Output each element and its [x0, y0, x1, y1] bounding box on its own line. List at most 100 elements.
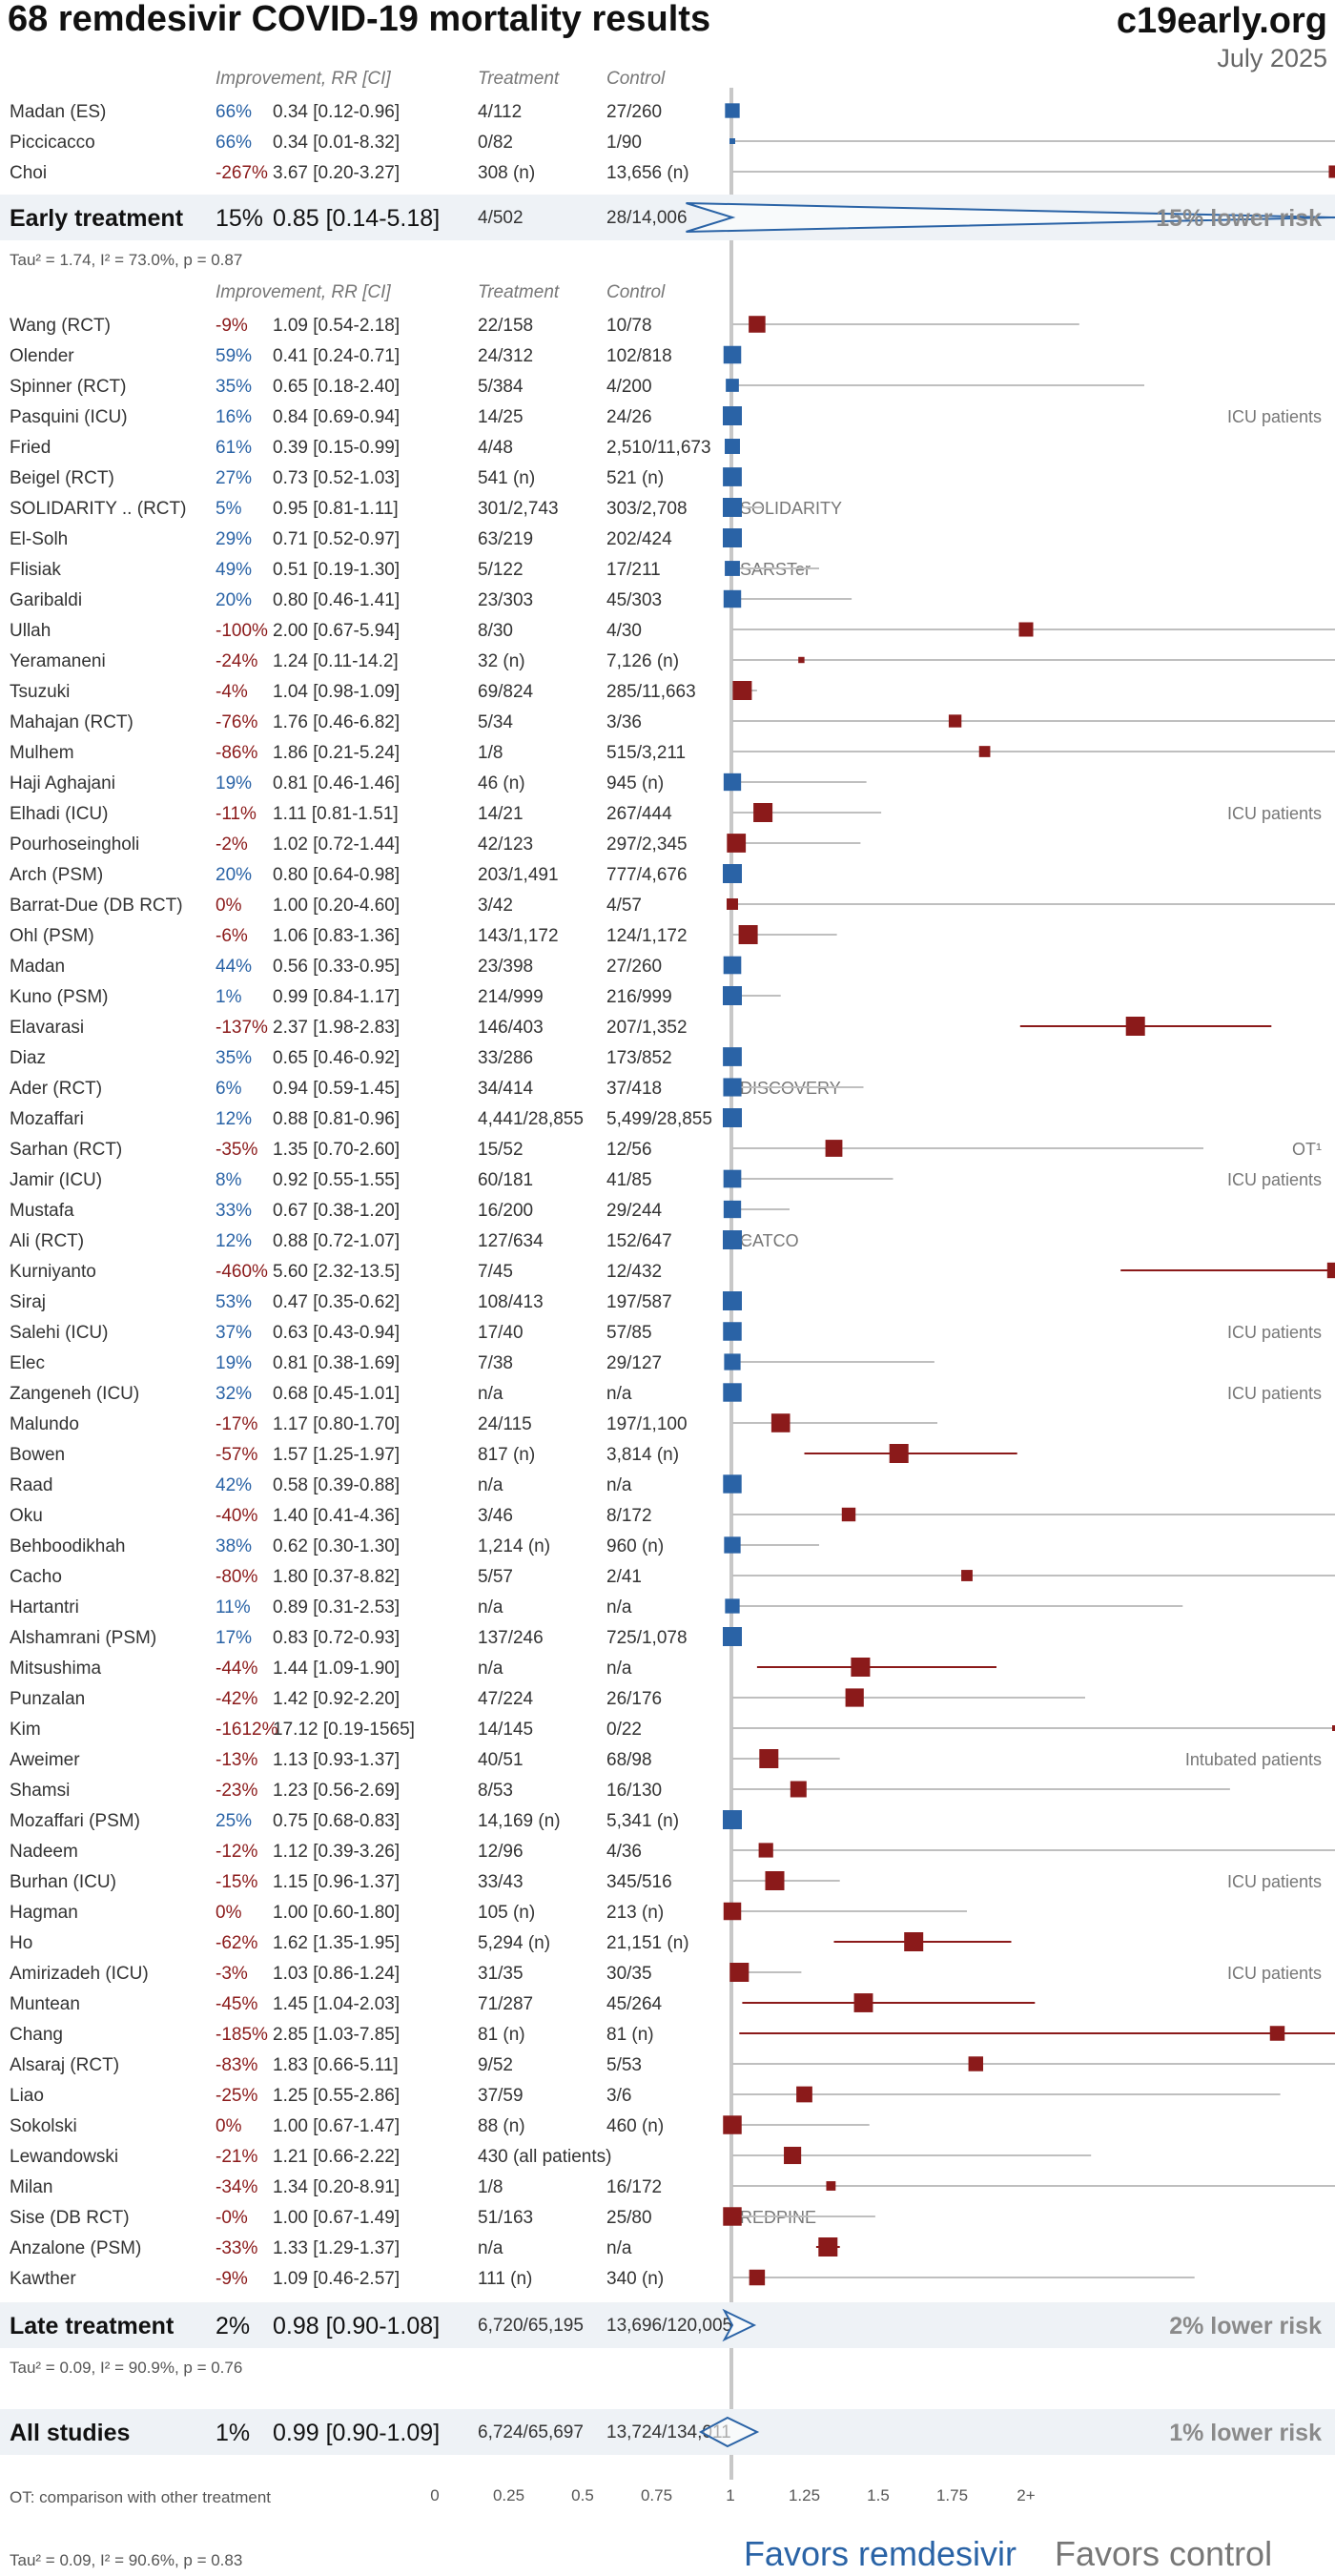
study-control: 30/35 [606, 1964, 652, 1984]
favors-control-label: Favors control [1055, 2534, 1272, 2573]
study-control: 2/41 [606, 1567, 642, 1587]
study-name: Madan (ES) [10, 102, 106, 122]
study-improvement: 27% [216, 468, 252, 488]
effect-marker [851, 1658, 871, 1677]
overall-rr: 0.99 [0.90-1.09] [273, 2420, 440, 2446]
study-treatment: 7/38 [478, 1353, 513, 1373]
study-name: Olender [10, 346, 74, 366]
study-control: 960 (n) [606, 1536, 664, 1556]
study-improvement: -2% [216, 835, 248, 855]
study-improvement: -34% [216, 2177, 257, 2197]
study-improvement: 33% [216, 1201, 252, 1221]
summary-treatment: 6,720/65,195 [478, 2316, 584, 2336]
study-treatment: 3/46 [478, 1506, 513, 1526]
study-name: Elhadi (ICU) [10, 804, 108, 824]
study-improvement: -62% [216, 1933, 257, 1953]
study-control: 27/260 [606, 102, 662, 122]
column-header-improvement: Improvement, RR [CI] [216, 69, 391, 89]
summary-label: Early treatment [10, 205, 184, 232]
effect-marker [729, 138, 735, 144]
study-control: 16/130 [606, 1781, 662, 1801]
study-rr: 0.58 [0.39-0.88] [273, 1475, 400, 1495]
study-name: Sarhan (RCT) [10, 1140, 122, 1160]
column-header-treatment: Treatment [478, 69, 560, 89]
study-treatment: 23/303 [478, 590, 533, 610]
study-name: Cacho [10, 1567, 62, 1587]
late-stats: Tau² = 0.09, I² = 90.9%, p = 0.76 [10, 2359, 242, 2377]
study-improvement: 12% [216, 1231, 252, 1251]
effect-marker [723, 1108, 742, 1127]
study-rr: 1.23 [0.56-2.69] [273, 1781, 400, 1801]
study-improvement: -83% [216, 2055, 257, 2075]
study-control: 152/647 [606, 1231, 672, 1251]
study-improvement: -25% [216, 2086, 257, 2106]
study-control: 267/444 [606, 804, 672, 824]
effect-marker [1332, 1725, 1335, 1731]
study-control: 197/587 [606, 1292, 672, 1312]
study-treatment: 40/51 [478, 1750, 524, 1770]
study-name: Milan [10, 2177, 52, 2197]
study-treatment: 37/59 [478, 2086, 524, 2106]
study-rr: 1.35 [0.70-2.60] [273, 1140, 400, 1160]
overall-risk-text: 1% lower risk [1169, 2420, 1322, 2446]
study-control: 345/516 [606, 1872, 672, 1892]
study-control: 25/80 [606, 2208, 652, 2228]
x-tick-label: 0.75 [641, 2486, 672, 2504]
study-name: Nadeem [10, 1842, 78, 1862]
study-improvement: -100% [216, 621, 268, 641]
study-rr: 0.83 [0.72-0.93] [273, 1628, 400, 1648]
study-rr: 0.73 [0.52-1.03] [273, 468, 400, 488]
study-name: Pasquini (ICU) [10, 407, 128, 427]
study-control: 3,814 (n) [606, 1445, 679, 1465]
effect-marker [723, 1291, 742, 1310]
study-control: 68/98 [606, 1750, 652, 1770]
study-control: 24/26 [606, 407, 652, 427]
study-treatment: 5/122 [478, 560, 524, 580]
study-treatment: 5,294 (n) [478, 1933, 550, 1953]
study-treatment: 69/824 [478, 682, 534, 702]
study-name: Ho [10, 1933, 32, 1953]
study-name: Mitsushima [10, 1659, 102, 1679]
study-note: ICU patients [1227, 1964, 1322, 1983]
study-rr: 0.51 [0.19-1.30] [273, 560, 400, 580]
study-treatment: 12/96 [478, 1842, 524, 1862]
study-rr: 2.37 [1.98-2.83] [273, 1018, 400, 1038]
x-tick-label: 1 [726, 2486, 734, 2504]
study-name: Raad [10, 1475, 52, 1495]
study-rr: 0.84 [0.69-0.94] [273, 407, 400, 427]
study-control: 41/85 [606, 1170, 652, 1190]
study-control: n/a [606, 2238, 632, 2258]
study-name: Oku [10, 1506, 43, 1526]
study-rr: 1.57 [1.25-1.97] [273, 1445, 400, 1465]
study-improvement: -35% [216, 1140, 257, 1160]
study-treatment: 137/246 [478, 1628, 544, 1648]
study-improvement: 19% [216, 1353, 252, 1373]
effect-marker [784, 2146, 802, 2165]
effect-marker [723, 2207, 742, 2226]
study-rr: 1.76 [0.46-6.82] [273, 712, 400, 732]
study-improvement: 20% [216, 865, 252, 885]
summary-diamond [686, 202, 1335, 233]
study-note: ICU patients [1227, 1170, 1322, 1189]
study-treatment: 146/403 [478, 1018, 544, 1038]
study-improvement: 61% [216, 438, 252, 458]
study-treatment: n/a [478, 1384, 503, 1404]
study-name: Spinner (RCT) [10, 377, 126, 397]
study-rr: 1.00 [0.20-4.60] [273, 896, 400, 916]
study-name: Tsuzuki [10, 682, 70, 702]
x-tick-label: 0.25 [493, 2486, 524, 2504]
study-improvement: 29% [216, 529, 252, 549]
study-control: 37/418 [606, 1079, 662, 1099]
study-treatment: 7/45 [478, 1262, 513, 1282]
study-name: Elec [10, 1353, 45, 1373]
study-treatment: 430 (all patients) [478, 2147, 611, 2167]
study-rr: 0.68 [0.45-1.01] [273, 1384, 400, 1404]
study-name: Anzalone (PSM) [10, 2238, 141, 2258]
study-name: Bowen [10, 1445, 65, 1465]
study-improvement: -57% [216, 1445, 257, 1465]
study-control: 10/78 [606, 316, 652, 336]
effect-marker [790, 1781, 807, 1798]
study-control: 124/1,172 [606, 926, 688, 946]
summary-label: Late treatment [10, 2313, 175, 2339]
